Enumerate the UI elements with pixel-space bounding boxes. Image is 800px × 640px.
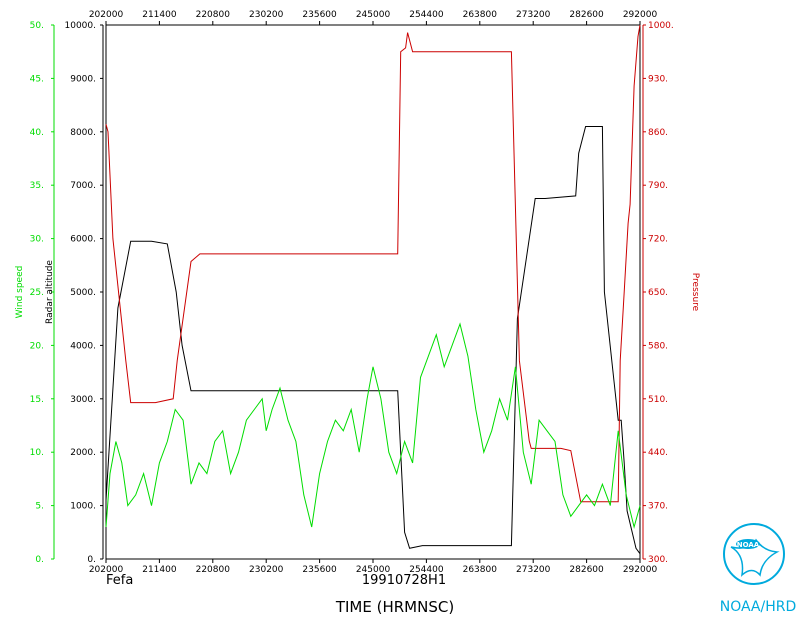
wind-tick-label: 40. <box>30 128 44 138</box>
wind-tick-label: 50. <box>30 21 44 31</box>
wind-tick-label: 45. <box>30 74 44 84</box>
x-tick-label-top: 202000 <box>89 10 124 20</box>
pressure-tick-label: 1000. <box>648 21 674 31</box>
x-tick-label-top: 230200 <box>249 10 284 20</box>
altitude-tick-label: 10000. <box>65 21 97 31</box>
altitude-axis-label: Radar altitude <box>45 260 55 324</box>
x-axis-title: TIME (HRMNSC) <box>335 598 454 616</box>
series-layer <box>105 24 641 554</box>
pressure-axis-label: Pressure <box>690 273 700 312</box>
x-tick-label-top: 292000 <box>623 10 658 20</box>
x-tick-label-top: 245000 <box>356 10 391 20</box>
pressure-tick-label: 790. <box>648 181 668 191</box>
flight-id-label: 19910728H1 <box>362 573 446 588</box>
x-tick-label: 254400 <box>409 565 444 575</box>
pressure-tick-label: 650. <box>648 288 668 298</box>
wind-series-line <box>105 322 641 529</box>
x-tick-label-top: 211400 <box>142 10 177 20</box>
noaa-hrd-label: NOAA/HRD <box>720 599 797 615</box>
wind-tick-label: 5. <box>35 502 44 512</box>
pressure-tick-label: 510. <box>648 395 668 405</box>
x-tick-label: 263800 <box>463 565 498 575</box>
x-tick-label-top: 273200 <box>516 10 551 20</box>
altitude-tick-label: 5000. <box>70 288 96 298</box>
pressure-series-line <box>105 24 641 503</box>
x-tick-label: 230200 <box>249 565 284 575</box>
wind-axis-label: Wind speed <box>15 266 25 319</box>
pressure-tick-label: 930. <box>648 74 668 84</box>
altitude-tick-label: 0. <box>87 555 96 565</box>
ticks-layer: 202000 202000 211400 211400 220800 220800 2302… <box>30 10 674 575</box>
x-tick-label: 282600 <box>569 565 604 575</box>
x-tick-label-top: 263800 <box>463 10 498 20</box>
pressure-tick-label: 370. <box>648 502 668 512</box>
altitude-tick-label: 3000. <box>70 395 96 405</box>
storm-name-label: Fefa <box>106 573 133 588</box>
x-tick-label-top: 220800 <box>196 10 231 20</box>
altitude-tick-label: 7000. <box>70 181 96 191</box>
x-tick-label: 202000 <box>89 565 124 575</box>
altitude-series-line <box>105 126 641 554</box>
pressure-tick-label: 300. <box>648 555 668 565</box>
altitude-tick-label: 4000. <box>70 341 96 351</box>
x-tick-label: 211400 <box>142 565 177 575</box>
axis-frame-layer <box>53 24 644 560</box>
x-tick-label: 245000 <box>356 565 391 575</box>
wind-tick-label: 20. <box>30 341 44 351</box>
x-tick-label-top: 282600 <box>569 10 604 20</box>
x-tick-label-top: 235600 <box>302 10 337 20</box>
wind-tick-label: 0. <box>35 555 44 565</box>
x-tick-label: 273200 <box>516 565 551 575</box>
noaa-logo-text: NOAA <box>737 541 760 549</box>
plot-frame <box>105 24 641 560</box>
pressure-tick-label: 860. <box>648 128 668 138</box>
wind-tick-label: 35. <box>30 181 44 191</box>
pressure-tick-label: 440. <box>648 448 668 458</box>
wind-tick-label: 30. <box>30 235 44 245</box>
wind-tick-label: 15. <box>30 395 44 405</box>
altitude-tick-label: 2000. <box>70 448 96 458</box>
noaa-logo: NOAA <box>723 523 785 585</box>
pressure-tick-label: 720. <box>648 235 668 245</box>
x-tick-label: 235600 <box>302 565 337 575</box>
wind-tick-label: 10. <box>30 448 44 458</box>
altitude-tick-label: 6000. <box>70 235 96 245</box>
altitude-tick-label: 9000. <box>70 74 96 84</box>
altitude-tick-label: 8000. <box>70 128 96 138</box>
x-tick-label: 292000 <box>623 565 658 575</box>
pressure-tick-label: 580. <box>648 341 668 351</box>
x-tick-label-top: 254400 <box>409 10 444 20</box>
altitude-tick-label: 1000. <box>70 502 96 512</box>
x-tick-label: 220800 <box>196 565 231 575</box>
wind-tick-label: 25. <box>30 288 44 298</box>
